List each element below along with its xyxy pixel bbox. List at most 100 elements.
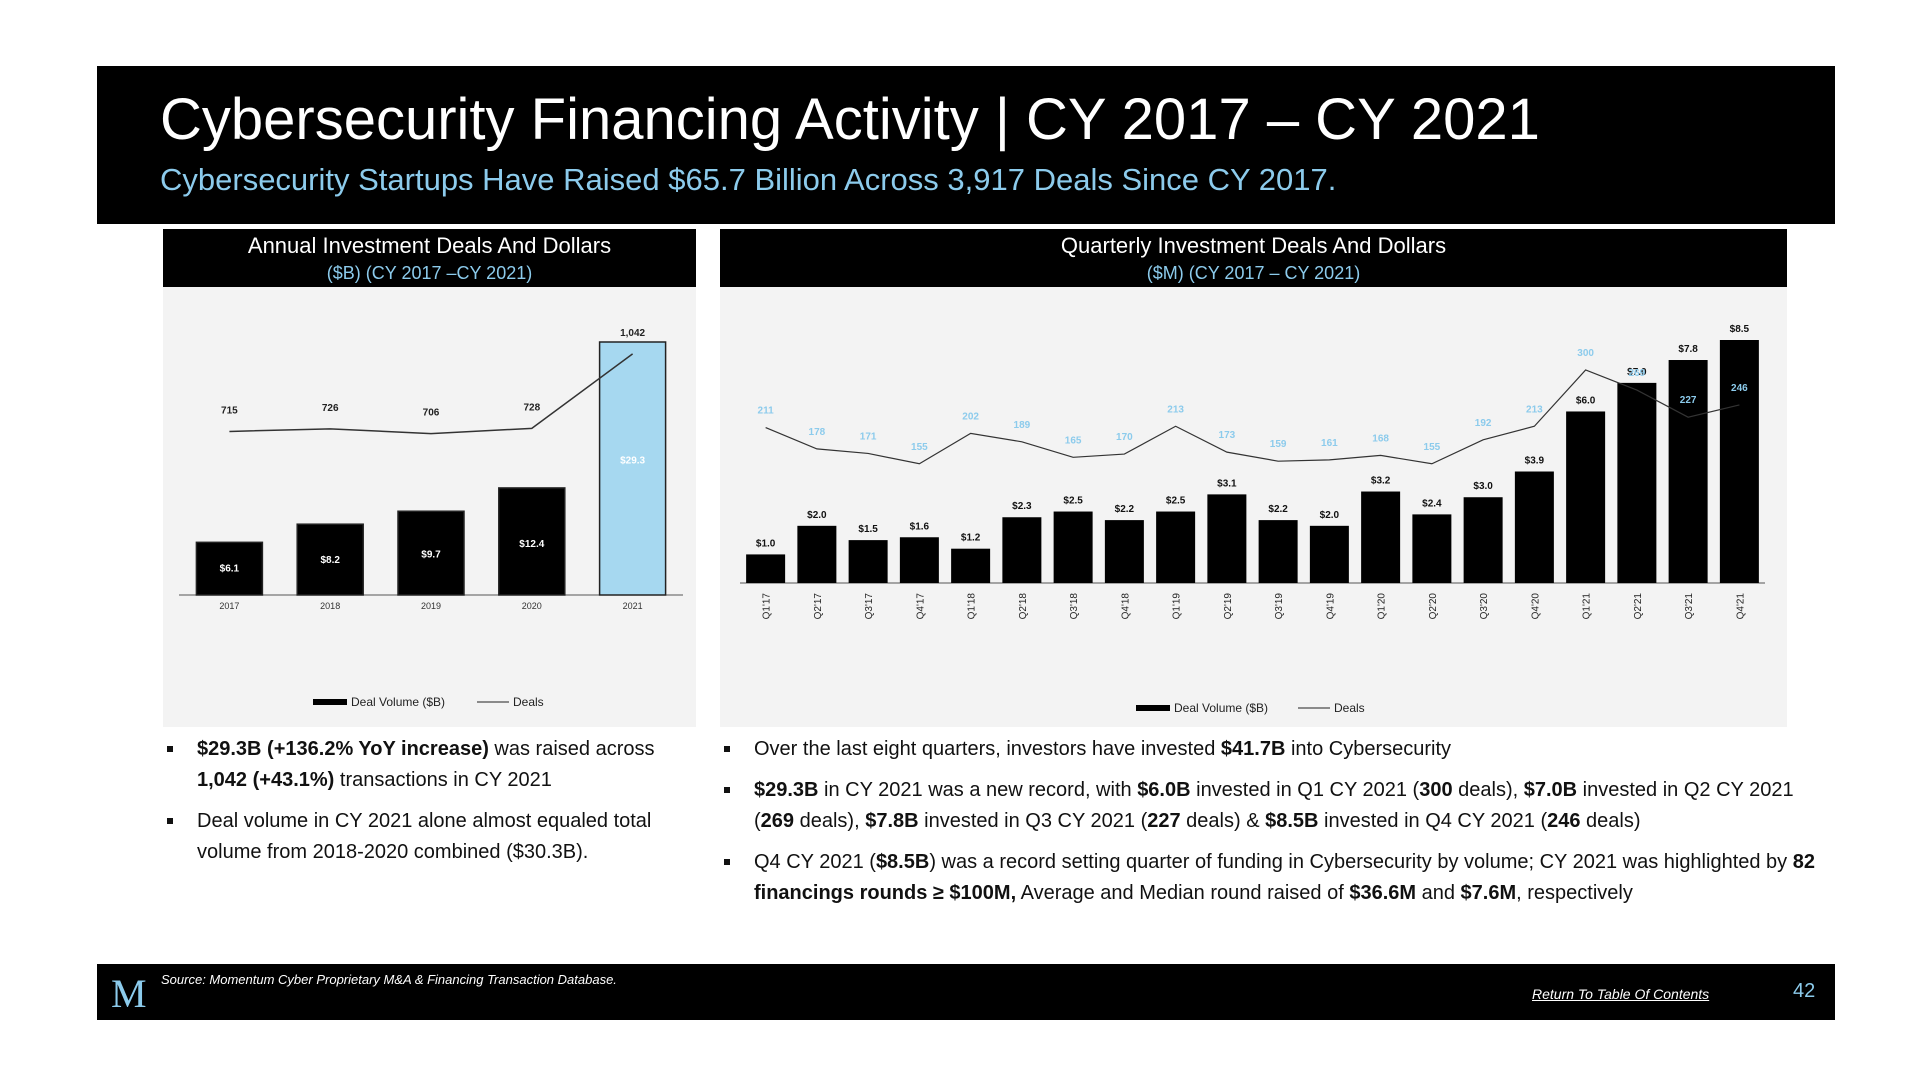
quarterly-bar-label: $1.5: [858, 524, 878, 535]
annual-deals-label: 728: [523, 402, 540, 413]
quarterly-legend-volume: Deal Volume ($B): [1174, 701, 1268, 715]
quarterly-deals-label: 168: [1372, 433, 1389, 444]
bullet-text: 227: [1147, 810, 1181, 832]
quarterly-bar-label: $2.5: [1063, 496, 1083, 507]
quarterly-deals-label: 202: [962, 411, 979, 422]
annual-deals-label: 715: [221, 405, 238, 416]
annual-chart-subtitle: ($B) (CY 2017 –CY 2021): [326, 263, 533, 283]
annual-bar-label: $9.7: [421, 549, 441, 560]
bullet-text: $7.6M: [1460, 882, 1517, 904]
bullet-text: was raised across: [488, 738, 655, 760]
quarterly-bar: [1668, 360, 1708, 583]
annual-legend-swatch-volume: [313, 699, 347, 705]
quarterly-bar-label: $2.5: [1166, 496, 1186, 507]
quarterly-deals-label: 173: [1219, 430, 1236, 441]
header-bar: Cybersecurity Financing Activity | CY 20…: [97, 66, 1835, 224]
quarterly-chart-header: Quarterly Investment Deals And Dollars (…: [720, 229, 1787, 287]
bullet-marker: [167, 746, 173, 752]
quarterly-bar-label: $6.0: [1576, 395, 1596, 406]
slide: Cybersecurity Financing Activity | CY 20…: [97, 66, 1835, 1020]
bullet-marker: [724, 746, 730, 752]
quarterly-bar: [1053, 511, 1093, 583]
source-note: Source: Momentum Cyber Proprietary M&A &…: [161, 972, 617, 987]
annual-deals-label: 726: [322, 403, 339, 414]
quarterly-bar-label: $2.2: [1268, 504, 1288, 515]
bullet-text: Deal volume in CY 2021 alone almost equa…: [197, 810, 652, 863]
quarterly-deals-label: 170: [1116, 432, 1133, 443]
bullet-text: $7.0B: [1523, 779, 1578, 801]
annual-x-tick-label: 2020: [522, 601, 542, 611]
annual-bar: [296, 523, 364, 596]
bullet-text: ) was a record setting quarter of fundin…: [929, 851, 1793, 873]
quarterly-bar-label: $1.0: [756, 538, 776, 549]
quarterly-x-tick-label: Q3'20: [1479, 593, 1490, 620]
quarterly-deals-line: [765, 369, 1740, 465]
annual-chart-panel: $6.1 2017 715 $8.2 2018 726 $9.7 2019 706 $12.4 20…: [163, 287, 696, 727]
bullet-text: $7.8B: [865, 810, 919, 832]
quarterly-x-tick-label: Q1'20: [1377, 593, 1388, 620]
annual-x-tick-label: 2021: [623, 601, 643, 611]
bullet-text: transactions in CY 2021: [334, 769, 552, 791]
quarterly-chart-title: Quarterly Investment Deals And Dollars: [1060, 233, 1447, 258]
quarterly-deals-label: 300: [1577, 348, 1594, 359]
bullet-text: invested in Q2 CY 2021 (: [754, 779, 1794, 832]
bullet-text: 1,042 (+43.1%): [197, 769, 335, 791]
quarterly-bar: [1002, 517, 1042, 583]
quarterly-bar-label: $1.2: [961, 533, 981, 544]
bullet-text: $8.5B: [1265, 810, 1319, 832]
quarterly-bar-label: $7.8: [1678, 344, 1698, 355]
quarterly-x-tick-label: Q3'18: [1069, 593, 1080, 620]
annual-chart-header: Annual Investment Deals And Dollars ($B)…: [163, 229, 696, 287]
annual-deals-line: [229, 353, 634, 435]
annual-bar-label: $6.1: [220, 563, 240, 574]
quarterly-bar: [1719, 340, 1759, 583]
quarterly-x-tick-label: Q1'19: [1172, 593, 1183, 620]
quarterly-bar: [1514, 471, 1554, 583]
quarterly-bar: [1258, 520, 1298, 583]
annual-chart: $6.1 2017 715 $8.2 2018 726 $9.7 2019 706 $12.4 20…: [179, 328, 683, 709]
annual-x-tick-label: 2018: [320, 601, 340, 611]
bullet-text: and: [1416, 882, 1461, 904]
quarterly-bar: [1156, 511, 1196, 583]
quarterly-bar: [1566, 411, 1606, 583]
quarterly-chart-panel: $1.0 Q1'17 211 $2.0 Q2'17 178 $1.5 Q3'17 171 $1.6…: [720, 287, 1787, 727]
quarterly-bar: [899, 537, 939, 583]
annual-x-tick-label: 2019: [421, 601, 441, 611]
right-bullet-list: Over the last eight quarters, investors …: [720, 734, 1820, 919]
bullet-item: Over the last eight quarters, investors …: [720, 734, 1820, 765]
quarterly-x-tick-label: Q4'17: [915, 593, 926, 620]
quarterly-chart: $1.0 Q1'17 211 $2.0 Q2'17 178 $1.5 Q3'17 171 $1.6…: [740, 324, 1765, 715]
bullet-text: deals),: [1452, 779, 1524, 801]
bullet-marker: [724, 787, 730, 793]
footer-bar: M Source: Momentum Cyber Proprietary M&A…: [97, 964, 1835, 1020]
quarterly-bar: [1361, 491, 1401, 583]
quarterly-deals-label: 227: [1680, 395, 1697, 406]
quarterly-x-tick-label: Q2'20: [1428, 593, 1439, 620]
bullet-text: $8.5B: [875, 851, 930, 873]
quarterly-bar: [797, 525, 837, 583]
quarterly-x-tick-label: Q4'19: [1325, 593, 1336, 620]
bullet-text: in CY 2021 was a new record, with: [818, 779, 1138, 801]
quarterly-deals-label: 211: [758, 406, 775, 417]
quarterly-bar-label: $3.0: [1473, 481, 1493, 492]
return-to-toc-link[interactable]: Return To Table Of Contents: [1532, 986, 1710, 1002]
quarterly-deals-label: 213: [1167, 404, 1184, 415]
annual-bar: [598, 341, 667, 596]
quarterly-bar-label: $2.4: [1422, 498, 1442, 509]
quarterly-deals-label: 269: [1629, 368, 1646, 379]
quarterly-deals-label: 246: [1731, 383, 1748, 394]
momentum-logo: M: [111, 971, 147, 1016]
page-subtitle: Cybersecurity Startups Have Raised $65.7…: [160, 162, 1337, 197]
quarterly-x-tick-label: Q3'19: [1274, 593, 1285, 620]
quarterly-chart-subtitle: ($M) (CY 2017 – CY 2021): [1146, 263, 1361, 283]
bullet-text: Over the last eight quarters, investors …: [754, 738, 1221, 760]
annual-bar-label: $12.4: [519, 539, 544, 550]
quarterly-deals-label: 171: [860, 431, 877, 442]
bullet-text: invested in Q4 CY 2021 (: [1318, 810, 1548, 832]
bullet-text: into Cybersecurity: [1285, 738, 1452, 760]
annual-bar: [397, 510, 465, 596]
bullet-text: $29.3B: [754, 779, 819, 801]
quarterly-bar: [1463, 497, 1503, 583]
quarterly-x-tick-label: Q3'17: [864, 593, 875, 620]
quarterly-x-tick-label: Q1'17: [762, 593, 773, 620]
